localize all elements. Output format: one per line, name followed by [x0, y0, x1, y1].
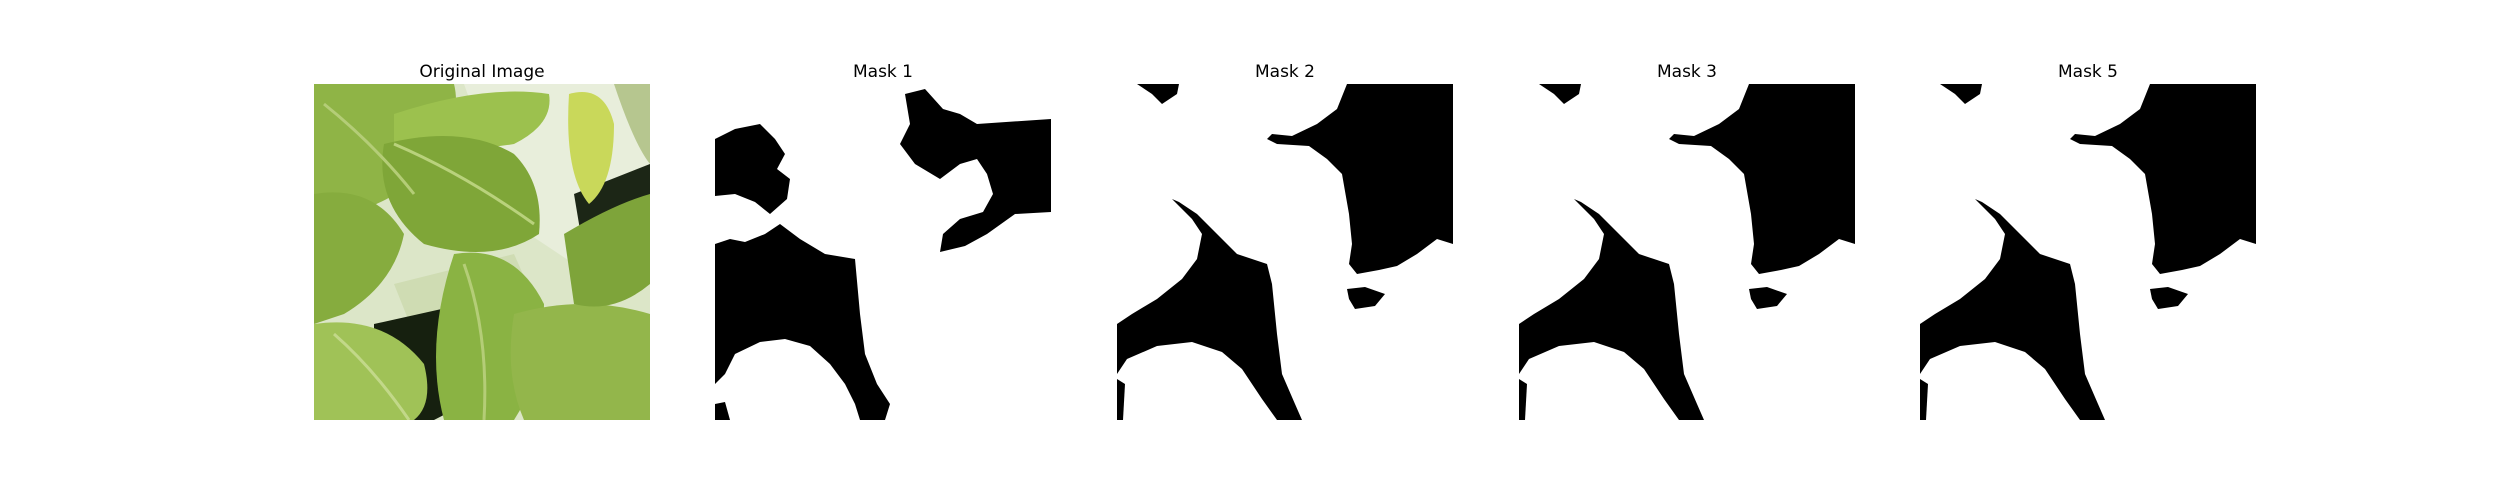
mask-5-image	[1920, 84, 2256, 420]
panel-title: Mask 2	[1254, 62, 1315, 82]
mask-3-shape	[1519, 84, 1855, 420]
panel-title: Mask 3	[1656, 62, 1717, 82]
mask-3-image	[1519, 84, 1855, 420]
panel-title: Mask 1	[852, 62, 913, 82]
mask-5-shape	[1920, 84, 2256, 420]
original-image	[314, 84, 650, 420]
mask-2-shape	[1117, 84, 1453, 420]
mask-2-image	[1117, 84, 1453, 420]
leaf-photo	[314, 84, 650, 420]
mask-1-image	[715, 84, 1051, 420]
panel-title: Original Image	[419, 62, 545, 82]
panel-title: Mask 5	[2057, 62, 2118, 82]
mask-1-shape	[715, 84, 1051, 420]
